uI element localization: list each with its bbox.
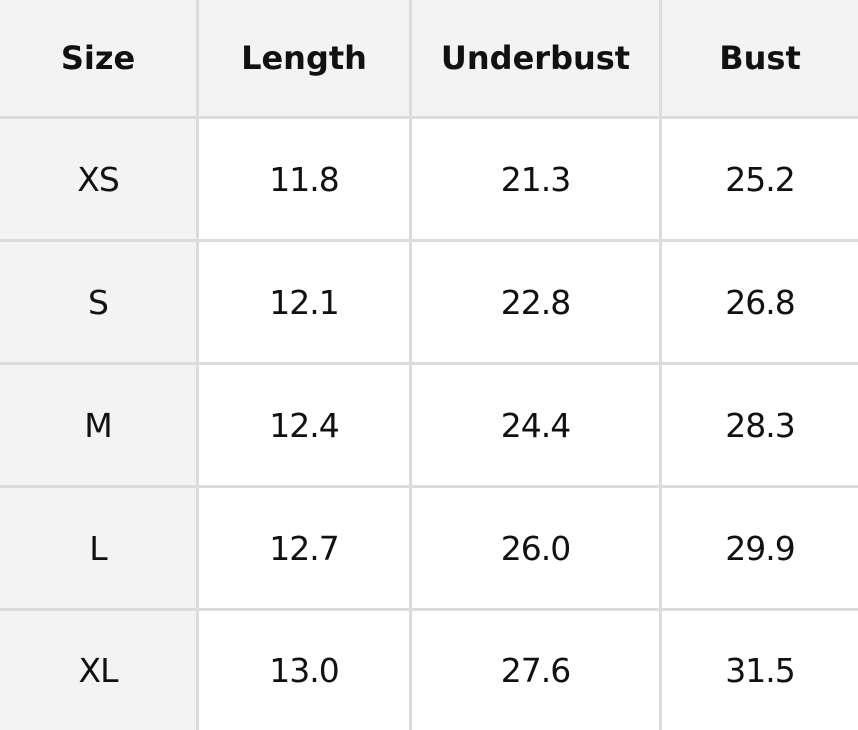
value-cell: 31.5	[662, 611, 858, 730]
value-cell: 27.6	[412, 611, 659, 730]
size-cell: M	[0, 365, 196, 485]
value-cell: 29.9	[662, 488, 858, 608]
header-cell: Length	[199, 0, 409, 116]
header-cell: Size	[0, 0, 196, 116]
value-cell: 22.8	[412, 242, 659, 362]
value-cell: 26.8	[662, 242, 858, 362]
header-cell: Underbust	[412, 0, 659, 116]
value-cell: 25.2	[662, 119, 858, 239]
value-cell: 21.3	[412, 119, 659, 239]
header-cell: Bust	[662, 0, 858, 116]
size-cell: XL	[0, 611, 196, 730]
value-cell: 26.0	[412, 488, 659, 608]
value-cell: 24.4	[412, 365, 659, 485]
value-cell: 13.0	[199, 611, 409, 730]
value-cell: 11.8	[199, 119, 409, 239]
value-cell: 12.7	[199, 488, 409, 608]
size-cell: S	[0, 242, 196, 362]
size-cell: XS	[0, 119, 196, 239]
value-cell: 12.1	[199, 242, 409, 362]
value-cell: 12.4	[199, 365, 409, 485]
size-cell: L	[0, 488, 196, 608]
value-cell: 28.3	[662, 365, 858, 485]
